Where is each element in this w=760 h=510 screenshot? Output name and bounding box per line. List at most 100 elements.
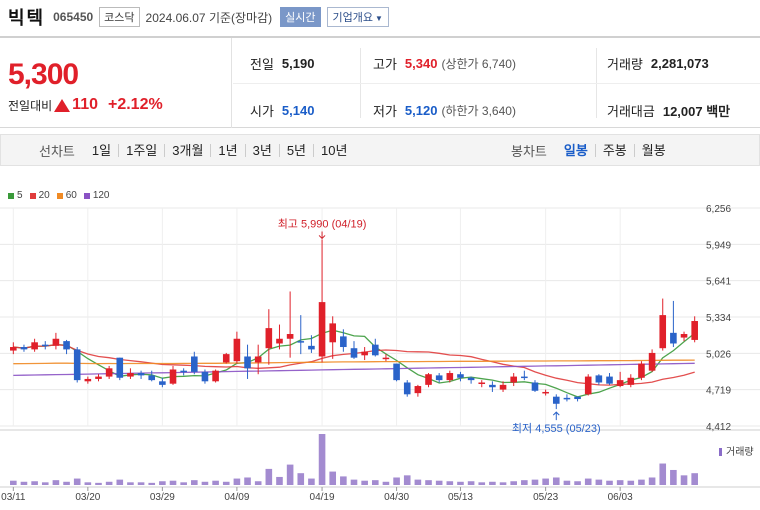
candle-body <box>670 332 677 344</box>
volume-bar <box>95 482 102 485</box>
high-price: 고가 5,340 (상한가 6,740) <box>373 54 516 73</box>
volume-bar <box>606 480 613 485</box>
high-label: 고가 <box>373 57 397 72</box>
stock-name: 빅텍 <box>8 8 46 28</box>
candle-body <box>286 334 294 339</box>
period-1d[interactable]: 1일 <box>91 142 112 158</box>
volume-bar <box>489 481 496 485</box>
amount-value: 12,007 백만 <box>662 104 731 119</box>
candle-period-group: 봉차트 일봉 주봉 월봉 <box>511 141 673 160</box>
ma120-line <box>13 362 695 377</box>
y-tick-label: 5,026 <box>706 349 731 360</box>
candle-body <box>63 341 70 350</box>
company-info-dropdown[interactable]: 기업개요 ▼ <box>326 7 389 27</box>
legend-ma60: 60 <box>56 190 77 201</box>
high-arrow-icon <box>318 231 326 240</box>
volume: 거래량 2,281,073 <box>607 54 709 73</box>
volume-bar <box>670 469 677 485</box>
ma-legend: 5 20 60 120 <box>8 190 117 201</box>
candle-body <box>222 354 230 363</box>
volume-bar <box>201 481 209 485</box>
volume-bar <box>212 480 219 485</box>
candle-body <box>105 368 113 377</box>
candle-monthly[interactable]: 월봉 <box>633 143 673 157</box>
change-value: 110 <box>72 96 98 113</box>
volume-bar <box>361 480 368 485</box>
candle-body <box>425 374 432 385</box>
open-price: 시가 5,140 <box>250 101 314 120</box>
x-tick-label: 03/29 <box>150 492 175 503</box>
period-3y[interactable]: 3년 <box>244 143 279 157</box>
company-info-label: 기업개요 <box>332 12 373 24</box>
x-tick-label: 04/30 <box>384 492 409 503</box>
candle-body <box>371 344 379 356</box>
volume-legend-label: 거래량 <box>726 446 754 458</box>
period-3m[interactable]: 3개월 <box>164 143 210 157</box>
volume-bar <box>148 482 156 485</box>
volume-bar <box>680 475 688 485</box>
divider <box>233 83 760 84</box>
volume-legend-swatch <box>719 448 722 456</box>
low-annotation: 최저 4,555 (05/23) <box>512 422 601 435</box>
price-box: 5,300 전일대비 110 +2.12% <box>0 38 232 128</box>
period-5y[interactable]: 5년 <box>278 143 313 157</box>
quote-panel: 5,300 전일대비 110 +2.12% 전일 5,190 시가 5,140 … <box>0 36 760 128</box>
candle-body <box>191 356 198 372</box>
candle-body <box>467 377 475 381</box>
price-chart[interactable]: 거래량 6,2565,9495,6415,3345,0264,7194,412 … <box>0 190 760 510</box>
candle-body <box>127 373 134 377</box>
candle-weekly[interactable]: 주봉 <box>594 143 634 157</box>
volume-bar <box>584 478 592 485</box>
candle-body <box>531 382 539 391</box>
candle-body <box>95 376 102 379</box>
candle-body <box>233 338 241 362</box>
prev-close-value: 5,190 <box>281 56 315 71</box>
low-price: 저가 5,120 (하한가 3,640) <box>373 101 516 120</box>
volume-bar <box>329 471 337 485</box>
change-label: 전일대비 <box>8 98 53 113</box>
annotations: 최고 5,990 (04/19) 최저 4,555 (05/23) <box>278 217 601 435</box>
legend-label: 120 <box>92 190 110 201</box>
candle-body <box>393 363 400 381</box>
volume-bar <box>52 480 60 485</box>
volume-bar <box>297 473 305 485</box>
y-tick-label: 5,641 <box>706 277 731 288</box>
candle-body <box>510 376 517 383</box>
volume-bar <box>169 480 177 485</box>
volume-bar <box>105 481 113 485</box>
volume-bar <box>425 480 432 485</box>
legend-label: 20 <box>38 190 50 201</box>
upper-limit: (상한가 6,740) <box>441 57 516 71</box>
period-1y[interactable]: 1년 <box>210 143 244 157</box>
candle-body <box>414 386 422 394</box>
candle-body <box>489 384 496 388</box>
period-1w[interactable]: 1주일 <box>118 143 164 157</box>
period-bar: 선차트 1일 1주일 3개월 1년 3년 5년 10년 봉차트 일봉 주봉 월봉 <box>0 134 760 166</box>
volume-bar <box>350 479 358 485</box>
candle-body <box>180 370 187 373</box>
volume-bar <box>84 482 92 485</box>
candle-body <box>499 384 507 390</box>
volume-bar <box>20 481 28 485</box>
lower-limit: (하한가 3,640) <box>441 104 516 118</box>
line-chart-label: 선차트 <box>39 143 75 159</box>
y-tick-label: 4,412 <box>706 422 731 433</box>
candle-body <box>691 321 698 340</box>
candle-body <box>521 376 528 379</box>
volume-bar <box>552 477 560 485</box>
volume-bar <box>638 479 645 485</box>
amount-label: 거래대금 <box>607 104 655 119</box>
candle-body <box>478 382 486 384</box>
legend-ma20: 20 <box>29 190 50 201</box>
candle-body <box>361 351 368 356</box>
legend-ma120: 120 <box>83 190 110 201</box>
volume-bar <box>308 478 315 485</box>
candle-body <box>137 373 145 376</box>
realtime-button[interactable]: 실시간 <box>280 7 321 27</box>
candle-body <box>638 363 645 378</box>
period-10y[interactable]: 10년 <box>313 143 354 157</box>
candle-body <box>340 336 347 348</box>
current-price: 5,300 <box>8 58 79 91</box>
candle-daily[interactable]: 일봉 <box>563 142 588 158</box>
open-value: 5,140 <box>281 103 315 118</box>
